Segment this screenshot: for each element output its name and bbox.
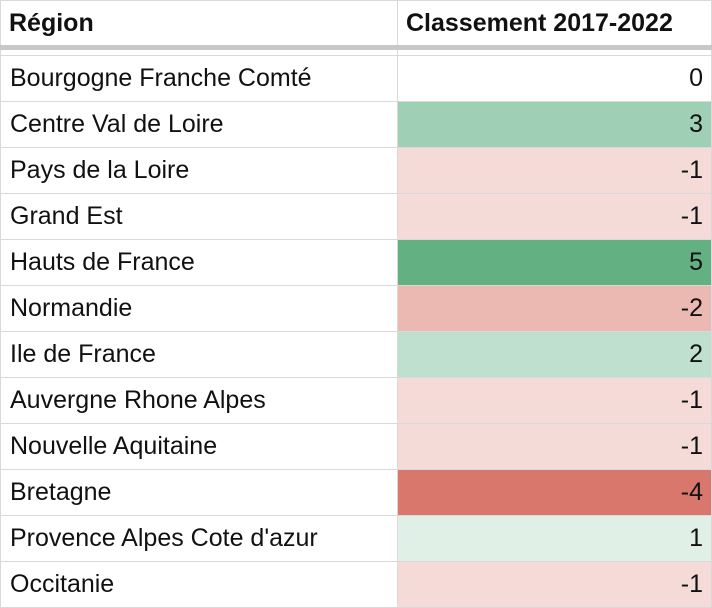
score-cell[interactable]: -1 bbox=[397, 561, 712, 608]
gap-cell bbox=[0, 47, 398, 56]
region-cell[interactable]: Hauts de France bbox=[0, 239, 398, 286]
table-row: Pays de la Loire -1 bbox=[0, 147, 712, 194]
region-cell[interactable]: Centre Val de Loire bbox=[0, 101, 398, 148]
header-gap bbox=[0, 47, 712, 56]
score-cell[interactable]: -4 bbox=[397, 469, 712, 516]
score-cell[interactable]: -1 bbox=[397, 377, 712, 424]
table-row: Ile de France 2 bbox=[0, 331, 712, 378]
region-cell[interactable]: Nouvelle Aquitaine bbox=[0, 423, 398, 470]
region-cell[interactable]: Pays de la Loire bbox=[0, 147, 398, 194]
score-cell[interactable]: -1 bbox=[397, 147, 712, 194]
region-cell[interactable]: Bretagne bbox=[0, 469, 398, 516]
table-row: Normandie -2 bbox=[0, 285, 712, 332]
table-row: Auvergne Rhone Alpes -1 bbox=[0, 377, 712, 424]
table-row: Grand Est -1 bbox=[0, 193, 712, 240]
table-row: Hauts de France 5 bbox=[0, 239, 712, 286]
table-row: Bourgogne Franche Comté 0 bbox=[0, 55, 712, 102]
region-cell[interactable]: Ile de France bbox=[0, 331, 398, 378]
table-row: Occitanie -1 bbox=[0, 561, 712, 608]
score-cell[interactable]: 3 bbox=[397, 101, 712, 148]
region-cell[interactable]: Provence Alpes Cote d'azur bbox=[0, 515, 398, 562]
score-cell[interactable]: 2 bbox=[397, 331, 712, 378]
score-cell[interactable]: -2 bbox=[397, 285, 712, 332]
table-row: Provence Alpes Cote d'azur 1 bbox=[0, 515, 712, 562]
score-cell[interactable]: -1 bbox=[397, 193, 712, 240]
score-cell[interactable]: 1 bbox=[397, 515, 712, 562]
table-row: Nouvelle Aquitaine -1 bbox=[0, 423, 712, 470]
region-cell[interactable]: Auvergne Rhone Alpes bbox=[0, 377, 398, 424]
score-cell[interactable]: 0 bbox=[397, 55, 712, 102]
region-cell[interactable]: Occitanie bbox=[0, 561, 398, 608]
region-cell[interactable]: Grand Est bbox=[0, 193, 398, 240]
header-row: Région Classement 2017-2022 bbox=[0, 0, 712, 50]
gap-cell bbox=[397, 47, 712, 56]
header-region[interactable]: Région bbox=[0, 0, 398, 50]
header-score[interactable]: Classement 2017-2022 bbox=[397, 0, 712, 50]
table-row: Centre Val de Loire 3 bbox=[0, 101, 712, 148]
score-cell[interactable]: -1 bbox=[397, 423, 712, 470]
table-row: Bretagne -4 bbox=[0, 469, 712, 516]
region-cell[interactable]: Normandie bbox=[0, 285, 398, 332]
score-cell[interactable]: 5 bbox=[397, 239, 712, 286]
region-cell[interactable]: Bourgogne Franche Comté bbox=[0, 55, 398, 102]
